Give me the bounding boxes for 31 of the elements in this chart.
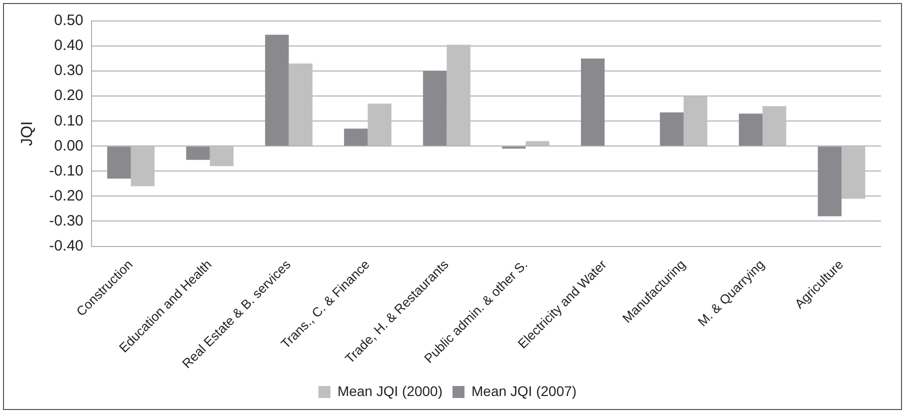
bar [130,146,155,186]
y-tick-label: 0.20 [54,87,84,104]
y-tick-label: -0.40 [49,237,84,254]
bar [186,146,210,160]
legend-label: Mean JQI (2007) [472,382,577,399]
y-tick-label: 0.30 [54,62,84,80]
bar [818,146,842,216]
bar [738,114,763,146]
bar [288,64,312,146]
bar [423,71,447,146]
bar [210,146,234,166]
y-tick-label: 0.00 [54,137,84,154]
bar [265,34,289,146]
bar [526,141,550,146]
bar [368,104,392,146]
bar [842,146,866,199]
y-tick-label: -0.30 [49,212,84,230]
y-tick-label: 0.40 [54,37,84,54]
bar [762,106,786,146]
bar [684,96,708,146]
bar [344,128,368,146]
bar [446,44,470,146]
bar [107,146,131,179]
legend-label: Mean JQI (2000) [337,382,443,399]
y-axis-title: JQI [19,121,36,146]
y-tick-label: 0.50 [54,12,84,30]
y-tick-label: -0.10 [49,162,84,180]
bar [580,58,605,146]
y-tick-label: -0.20 [49,187,84,204]
bar [660,112,684,146]
y-tick-label: 0.10 [54,112,84,130]
